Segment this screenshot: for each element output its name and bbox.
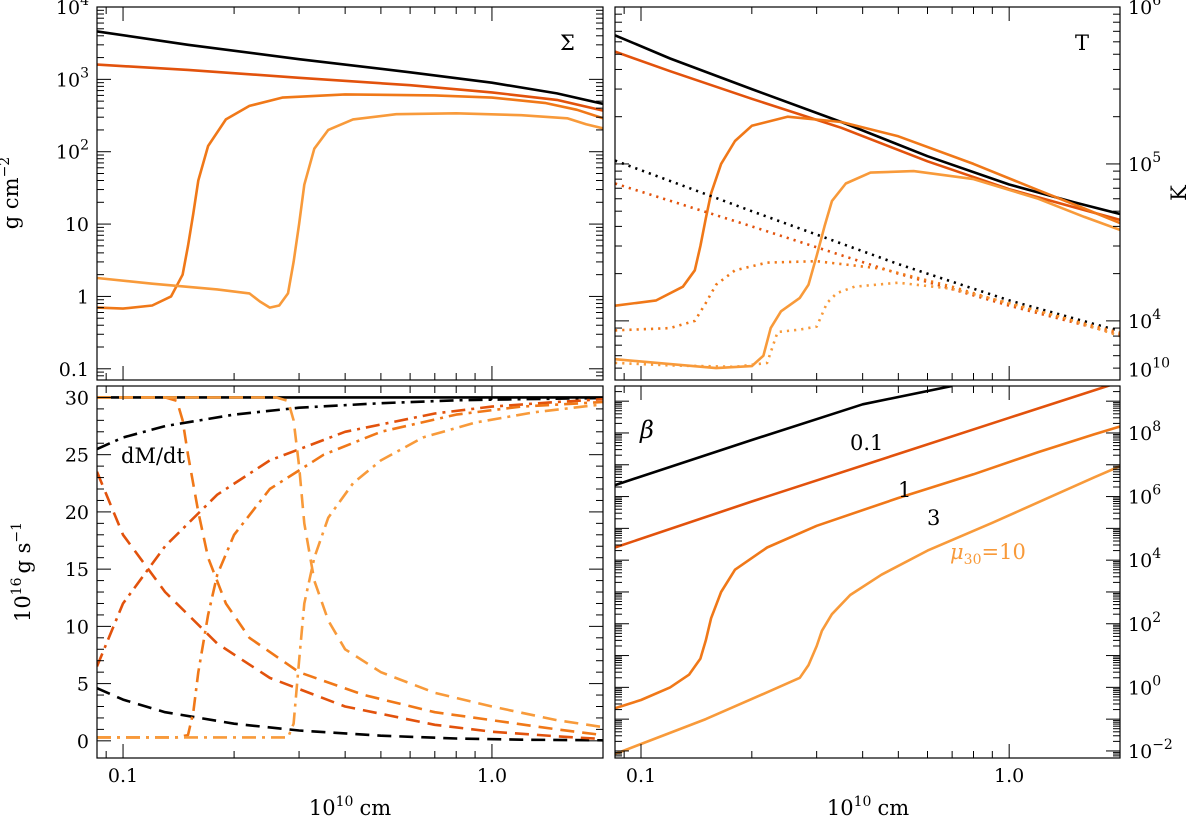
panel-temperature: 104 105 106 T K [614,0,1191,381]
mass-flow-label: dM/dt [121,444,185,468]
beta-label: β [639,416,654,444]
y-tick-label: 103 [56,65,89,91]
y-tick-label: 0 [77,731,89,753]
beta-ticks: 0.1 1.0 10−2 100 102 104 106 108 1010 [615,355,1173,787]
series-mu30-0.1 [615,386,953,487]
series-mu30-3-dashed [97,396,603,737]
annotation-mu-3: 3 [927,506,940,530]
surface-density-frame [96,6,604,381]
y-tick-label: 30 [65,387,89,409]
mass-flow-curves [97,396,603,742]
series-mu30-10 [97,112,603,309]
series-mu30-10 [615,465,1120,756]
series-mu30-10 [615,169,1120,370]
series-mu30-3 [97,93,603,310]
beta-frame [614,385,1121,759]
temperature-y-axis-label: K [1167,185,1191,201]
temperature-curves [615,34,1120,370]
mass-flow-x-axis-label: 1010 cm [309,794,391,820]
y-tick-label: 100 [1128,673,1161,699]
y-tick-label: 102 [56,138,89,164]
series-mu30-0.1-dashed [97,687,603,742]
y-tick-label: 10 [65,616,89,638]
series-mu30-1-dashdot [97,397,603,667]
temperature-ticks: 104 105 106 [615,0,1161,380]
series-mu30-3 [615,115,1120,307]
y-tick-label: 106 [1128,0,1161,19]
y-tick-label: 106 [1128,483,1161,509]
series-mu30-1 [615,50,1120,222]
y-tick-label: 20 [65,502,89,524]
y-tick-label: 10−2 [1128,737,1173,763]
mass-flow-y-axis-label: 1016g s−1 [9,522,35,622]
series-mu30-0.1 [97,30,603,106]
series-mu30-10-dotted [615,281,1120,369]
y-tick-label: 105 [1128,150,1161,176]
y-tick-label: 15 [65,559,89,581]
surface-density-curves [97,30,603,310]
series-mu30-10-dashed [97,396,603,729]
annotation-mu-10: μ30=10 [950,540,1026,568]
temperature-label: T [1075,31,1089,55]
beta-curves [615,386,1120,756]
x-tick-label: 0.1 [108,765,138,787]
series-mu30-1-dotted [615,182,1120,336]
series-mu30-3-dotted [615,259,1120,335]
beta-x-axis-label: 1010 cm [827,794,909,820]
annotation-mu-1: 1 [898,478,911,502]
x-tick-label: 0.1 [626,765,656,787]
y-tick-label: 104 [1128,307,1161,333]
surface-density-label: Σ [560,31,575,55]
series-mu30-3 [615,425,1120,710]
y-tick-label: 104 [56,0,89,19]
y-tick-label: 102 [1128,610,1161,636]
series-mu30-3-dashdot [97,400,603,739]
y-tick-label: 10 [65,214,89,236]
mass-flow-ticks: 0.1 1.0 0 5 10 15 20 25 30 [65,386,603,787]
series-mu30-1 [615,386,1112,549]
y-tick-label: 104 [1128,546,1161,572]
surface-density-ticks: 0.1 1 10 102 103 104 [56,0,603,381]
x-tick-label: 1.0 [994,765,1024,787]
y-tick-label: 1 [77,286,89,308]
mass-flow-frame [96,385,604,759]
series-mu30-0.1-dotted [615,159,1120,333]
y-tick-label: 1010 [1128,355,1170,381]
series-mu30-0.1 [615,34,1120,216]
series-mu30-1 [97,63,603,112]
panel-mass-flow: 0.1 1.0 0 5 10 15 20 25 30 dM/dt 1016g s−1 1010 c… [9,385,604,820]
temperature-frame [614,6,1121,381]
surface-density-y-axis-label: g cm−2 [0,157,23,229]
series-mu30-0.1-dashdot [97,396,603,451]
y-tick-label: 25 [65,445,89,467]
annotation-mu-0.1: 0.1 [850,431,883,455]
y-tick-label: 108 [1128,419,1161,445]
y-tick-label: 5 [77,674,89,696]
series-mu30-10-dashdot [97,403,603,739]
series-mu30-1-dashed [97,471,603,741]
panel-surface-density: 0.1 1 10 102 103 104 Σ g cm−2 [0,0,604,381]
y-tick-label: 0.1 [59,359,89,381]
x-tick-label: 1.0 [477,765,507,787]
